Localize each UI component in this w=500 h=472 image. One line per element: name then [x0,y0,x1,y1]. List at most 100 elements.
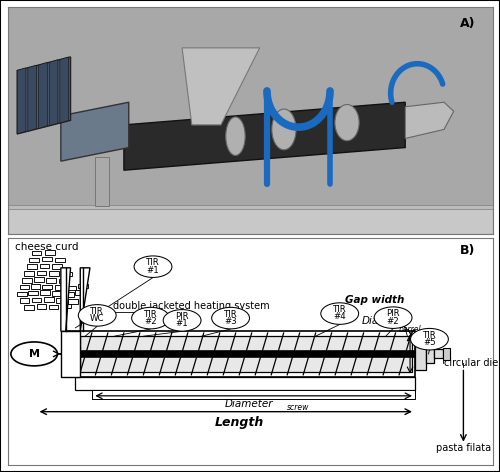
Bar [30,258,39,262]
Text: Length: Length [214,416,264,429]
Bar [31,284,40,289]
Bar [44,297,54,302]
Polygon shape [124,102,405,170]
Text: pasta filata: pasta filata [436,443,491,454]
Polygon shape [61,102,129,161]
Ellipse shape [335,104,359,141]
Polygon shape [17,68,26,134]
Text: PIR: PIR [176,312,189,321]
Polygon shape [182,48,260,125]
Polygon shape [80,268,90,331]
Ellipse shape [226,117,245,155]
Text: A): A) [460,17,475,30]
Bar [24,271,34,276]
Ellipse shape [410,329,449,350]
Text: TIR: TIR [224,310,237,319]
Ellipse shape [11,342,58,366]
Bar [36,304,46,309]
Polygon shape [28,65,36,131]
Text: #2: #2 [386,317,400,326]
Ellipse shape [374,307,412,329]
Ellipse shape [78,304,116,326]
Text: TIR: TIR [333,305,346,314]
Bar [55,258,64,262]
Text: TIR: TIR [90,307,104,316]
Bar [61,331,80,377]
Polygon shape [60,57,68,123]
Bar [56,298,66,303]
Ellipse shape [321,303,358,324]
Text: Gap width: Gap width [344,295,404,305]
Bar [42,257,52,261]
Text: #4: #4 [334,312,346,321]
Text: #2: #2 [144,317,157,326]
Bar [32,298,42,302]
Bar [8,206,492,234]
Bar [17,292,27,296]
Bar [68,299,78,303]
Polygon shape [38,62,48,128]
Bar [22,278,32,283]
Bar [46,278,56,283]
Bar [8,205,492,209]
Bar [49,271,59,276]
Polygon shape [61,268,70,331]
Text: PIR: PIR [386,309,400,318]
Bar [34,278,44,282]
Text: circular die: circular die [444,358,498,368]
Bar [92,390,415,399]
Text: screw: screw [287,403,310,412]
Bar [20,285,30,289]
Bar [28,291,38,295]
Bar [48,304,58,309]
Bar [76,290,85,295]
Ellipse shape [163,310,201,331]
Text: M: M [28,349,40,359]
Polygon shape [17,57,70,134]
Ellipse shape [134,256,172,278]
Text: Diameter: Diameter [362,316,410,326]
Text: #1: #1 [146,266,160,275]
Text: TIR: TIR [146,258,160,267]
Bar [80,336,412,371]
Bar [36,270,46,275]
Bar [61,303,70,308]
Bar [66,286,76,290]
Bar [55,285,64,290]
Bar [52,264,62,269]
Bar [415,338,426,370]
Ellipse shape [132,307,170,329]
Bar [42,285,52,289]
Bar [20,298,30,303]
Bar [64,331,415,377]
Bar [443,348,450,360]
Text: TIR: TIR [144,310,158,319]
Bar [59,278,69,283]
Polygon shape [405,102,454,138]
Bar [434,349,443,358]
Text: B): B) [460,244,475,257]
Ellipse shape [272,109,296,150]
Text: barrel: barrel [399,325,421,334]
Ellipse shape [212,307,250,329]
Text: cheese curd: cheese curd [15,242,78,252]
Bar [52,291,62,296]
Text: #3: #3 [224,317,237,326]
Bar [24,305,34,310]
Bar [40,264,49,268]
Text: TIR: TIR [422,330,436,339]
Bar [40,290,50,295]
Text: double jacketed heating system: double jacketed heating system [114,301,270,312]
Bar [62,272,72,277]
Text: #1: #1 [176,319,188,328]
Polygon shape [49,59,58,126]
Bar [64,292,74,296]
Bar [78,284,88,288]
Text: #5: #5 [423,338,436,347]
Bar [95,157,110,206]
Bar [27,264,36,269]
Text: WC: WC [90,314,104,323]
Bar [76,377,415,390]
Text: Diameter: Diameter [224,399,273,409]
Bar [46,250,55,255]
